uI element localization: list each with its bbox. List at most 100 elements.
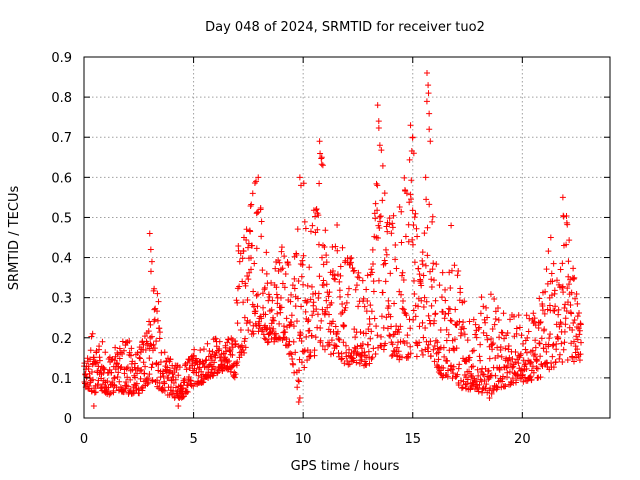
- data-point: [329, 243, 336, 250]
- data-point: [208, 353, 215, 360]
- data-point: [561, 328, 568, 335]
- data-point: [237, 326, 244, 333]
- data-point: [425, 348, 432, 355]
- data-point: [403, 340, 410, 347]
- data-point: [532, 322, 539, 329]
- data-point: [157, 359, 164, 366]
- data-point: [537, 318, 544, 325]
- data-point: [319, 162, 326, 169]
- data-point: [450, 363, 457, 370]
- data-point: [334, 221, 341, 228]
- data-point: [268, 306, 275, 313]
- data-point: [559, 260, 566, 267]
- data-point: [540, 345, 547, 352]
- data-point: [396, 329, 403, 336]
- data-point: [520, 378, 527, 385]
- data-point: [381, 257, 388, 264]
- data-point: [250, 288, 257, 295]
- y-tick-label: 0.6: [51, 171, 72, 186]
- data-point: [541, 326, 548, 333]
- data-point: [362, 358, 369, 365]
- data-point: [569, 327, 576, 334]
- data-point: [323, 297, 330, 304]
- data-point: [270, 317, 277, 324]
- data-point: [262, 311, 269, 318]
- data-point: [286, 322, 293, 329]
- data-point: [180, 393, 187, 400]
- data-point: [564, 356, 571, 363]
- data-point: [418, 347, 425, 354]
- data-point: [425, 312, 432, 319]
- data-point: [263, 270, 270, 277]
- data-point: [271, 331, 278, 338]
- data-point: [279, 280, 286, 287]
- data-point: [200, 379, 207, 386]
- data-point: [191, 346, 198, 353]
- data-point: [434, 339, 441, 346]
- data-point: [156, 329, 163, 336]
- data-point: [400, 298, 407, 305]
- data-point: [490, 340, 497, 347]
- data-point: [440, 344, 447, 351]
- data-point: [420, 334, 427, 341]
- data-point: [429, 266, 436, 273]
- data-point: [390, 212, 397, 219]
- data-point: [184, 359, 191, 366]
- data-point: [88, 388, 95, 395]
- data-point: [382, 278, 389, 285]
- data-point: [498, 353, 505, 360]
- data-point: [526, 315, 533, 322]
- data-point: [371, 315, 378, 322]
- data-point: [574, 300, 581, 307]
- data-point: [116, 378, 123, 385]
- data-point: [108, 369, 115, 376]
- data-point: [536, 340, 543, 347]
- data-point: [257, 204, 264, 211]
- data-point: [221, 362, 228, 369]
- data-point: [437, 326, 444, 333]
- data-point: [315, 212, 322, 219]
- data-point: [384, 228, 391, 235]
- data-point: [322, 227, 329, 234]
- data-point: [557, 266, 564, 273]
- data-point: [565, 281, 572, 288]
- data-point: [161, 387, 168, 394]
- data-point: [389, 224, 396, 231]
- data-point: [441, 315, 448, 322]
- data-point: [576, 309, 583, 316]
- data-point: [188, 377, 195, 384]
- data-point: [383, 251, 390, 258]
- data-point: [485, 376, 492, 383]
- data-point: [124, 374, 131, 381]
- data-point: [481, 377, 488, 384]
- data-point: [522, 337, 529, 344]
- data-point: [352, 286, 359, 293]
- data-point: [407, 350, 414, 357]
- data-point: [128, 345, 135, 352]
- data-point: [513, 325, 520, 332]
- data-point: [254, 291, 261, 298]
- data-point: [474, 366, 481, 373]
- data-point: [466, 354, 473, 361]
- data-point: [532, 344, 539, 351]
- data-point: [359, 340, 366, 347]
- data-point: [572, 295, 579, 302]
- data-point: [142, 346, 149, 353]
- data-point: [551, 287, 558, 294]
- data-point: [555, 335, 562, 342]
- data-point: [150, 341, 157, 348]
- data-point: [432, 310, 439, 317]
- data-point: [318, 154, 325, 161]
- data-point: [341, 322, 348, 329]
- data-point: [512, 349, 519, 356]
- data-point: [488, 335, 495, 342]
- data-point: [334, 328, 341, 335]
- data-point: [108, 356, 115, 363]
- data-point: [424, 344, 431, 351]
- data-point: [158, 349, 165, 356]
- data-point: [409, 207, 416, 214]
- data-point: [306, 327, 313, 334]
- data-point: [496, 366, 503, 373]
- data-point: [440, 364, 447, 371]
- data-point: [457, 332, 464, 339]
